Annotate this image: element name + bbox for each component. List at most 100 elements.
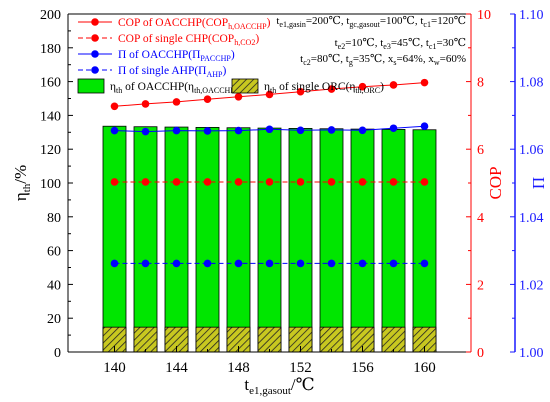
bar-eta-oacchp [257, 127, 282, 353]
y-left-tick-label: 20 [47, 312, 61, 327]
y-left-tick-label: 80 [47, 211, 61, 226]
cop-oacchp-point [172, 98, 181, 106]
y-cop-tick-label: 2 [477, 278, 484, 293]
x-tick-label: 152 [289, 360, 312, 376]
cop-chp-point [420, 178, 429, 186]
cop-oacchp-legend-marker [91, 18, 99, 26]
pi-oacchp-point [296, 126, 305, 135]
pi-ahp-point [172, 259, 181, 268]
y-cop-tick-label: 8 [477, 76, 484, 91]
pi-ahp-point [203, 259, 212, 268]
x-tick-label: 156 [351, 360, 374, 376]
pi-ahp-point [141, 259, 150, 268]
pi-ahp-point [296, 259, 305, 268]
y-left-tick-label: 120 [40, 143, 61, 158]
y-cop-tick-label: 0 [477, 346, 484, 361]
pi-ahp-point [389, 259, 398, 268]
lines-layer [110, 78, 429, 268]
y-left-tick-label: 0 [54, 346, 61, 361]
pi-oacchp-point [203, 127, 212, 135]
bar-eta-oacchp [350, 128, 375, 353]
y-pi-tick-label: 1.04 [519, 211, 544, 226]
pi-ahp-legend-label: Π of single AHP(ΠAHP) [118, 65, 227, 79]
eta-orc-legend-label: ηth of single ORC(ηth,ORC) [264, 81, 384, 95]
pi-oacchp-point [265, 125, 274, 134]
pi-ahp-point [110, 259, 119, 268]
cop-chp-legend-label: COP of single CHP(COPh,CO2) [118, 33, 259, 47]
cop-chp-point [265, 178, 274, 186]
x-tick-label: 148 [227, 360, 250, 376]
cop-chp-point [172, 178, 181, 186]
cop-chp-point [296, 178, 305, 186]
conditions-box: te1,gasin=200℃, tgc,gasout=100℃, tc1=120… [276, 15, 466, 67]
eta-orc-legend-swatch [231, 78, 259, 94]
pi-oacchp-point [172, 126, 181, 135]
bar-eta-oacchp [412, 129, 437, 353]
bar-eta-orc [195, 326, 220, 353]
pi-ahp-legend-marker [91, 66, 99, 74]
bar-eta-orc [257, 326, 282, 353]
cop-chp-legend-marker [91, 34, 99, 42]
pi-ahp-point [358, 259, 367, 268]
y-left-tick-label: 100 [40, 177, 61, 192]
y-cop-axis-title: COP [486, 166, 505, 199]
condition-line: tc2=80℃, tg=35℃, xs=64%, xw=60% [300, 53, 466, 67]
cop-oacchp-point [234, 93, 243, 101]
pi-ahp-point [420, 259, 429, 268]
y-left-tick-label: 180 [40, 42, 61, 57]
bar-eta-oacchp [164, 126, 189, 353]
eta-oacchp-legend-label: ηth of OACCHP(ηth,OACCHP) [110, 81, 239, 95]
y-pi-tick-label: 1.00 [519, 346, 544, 361]
cop-oacchp-point [296, 87, 305, 96]
bar-eta-oacchp [226, 127, 251, 353]
x-tick-label: 160 [413, 360, 436, 376]
y-left-tick-label: 160 [40, 76, 61, 91]
bar-eta-orc [133, 326, 158, 353]
cop-oacchp-point [327, 85, 336, 93]
y-pi-tick-label: 1.08 [519, 76, 544, 91]
y-left-tick-label: 200 [40, 8, 61, 23]
cop-oacchp-legend-label: COP of OACCHP(COPh,OACCHP) [118, 17, 271, 31]
bar-eta-oacchp [102, 125, 127, 353]
y-pi-axis-title: Π [529, 177, 548, 189]
pi-oacchp-point [234, 126, 243, 135]
x-axis-title: te1,gasout/℃ [244, 375, 314, 397]
bar-eta-oacchp [133, 126, 158, 353]
cop-oacchp-point [110, 102, 119, 111]
y-left-tick-label: 140 [40, 109, 61, 124]
bars-layer [102, 125, 437, 353]
bar-eta-oacchp [288, 128, 313, 353]
cop-chp-point [203, 178, 212, 186]
condition-line: te2=10℃, te3=45℃, tc1=30℃ [335, 37, 466, 51]
cop-oacchp-point [265, 90, 274, 99]
pi-oacchp-point [141, 127, 150, 136]
cop-oacchp-point [420, 78, 429, 87]
pi-oacchp-point [110, 126, 119, 135]
pi-oacchp-point [420, 122, 429, 131]
bar-eta-oacchp [381, 129, 406, 353]
y-left-tick-label: 40 [47, 278, 61, 293]
x-tick-label: 144 [165, 360, 188, 376]
bar-eta-orc [319, 326, 344, 353]
cop-chp-point [358, 178, 367, 186]
axes-layer: 0 20 40 60 80 100 120 140 160 180 200 0 2 4 6 8 10 1.00 1.… [11, 8, 548, 397]
legend: COP of OACCHP(COPh,OACCHP) COP of single … [77, 17, 384, 95]
pi-oacchp-point [327, 126, 336, 134]
cop-oacchp-point [358, 82, 367, 91]
cop-oacchp-point [203, 95, 212, 103]
x-tick-label: 140 [103, 360, 126, 376]
pi-oacchp-point [358, 126, 367, 135]
y-cop-tick-label: 6 [477, 143, 484, 158]
eta-oacchp-legend-swatch [77, 78, 105, 94]
y-cop-tick-label: 10 [477, 8, 491, 23]
cop-chp-point [141, 178, 150, 186]
y-left-axis-title: ηth/% [11, 165, 33, 201]
cop-oacchp-point [389, 81, 398, 89]
y-cop-tick-label: 4 [477, 211, 484, 226]
y-pi-tick-label: 1.06 [519, 143, 544, 158]
cop-chp-point [234, 178, 243, 186]
cop-chp-point [327, 178, 336, 186]
condition-line: te1,gasin=200℃, tgc,gasout=100℃, tc1=120… [276, 15, 466, 29]
y-left-tick-label: 60 [47, 245, 61, 260]
